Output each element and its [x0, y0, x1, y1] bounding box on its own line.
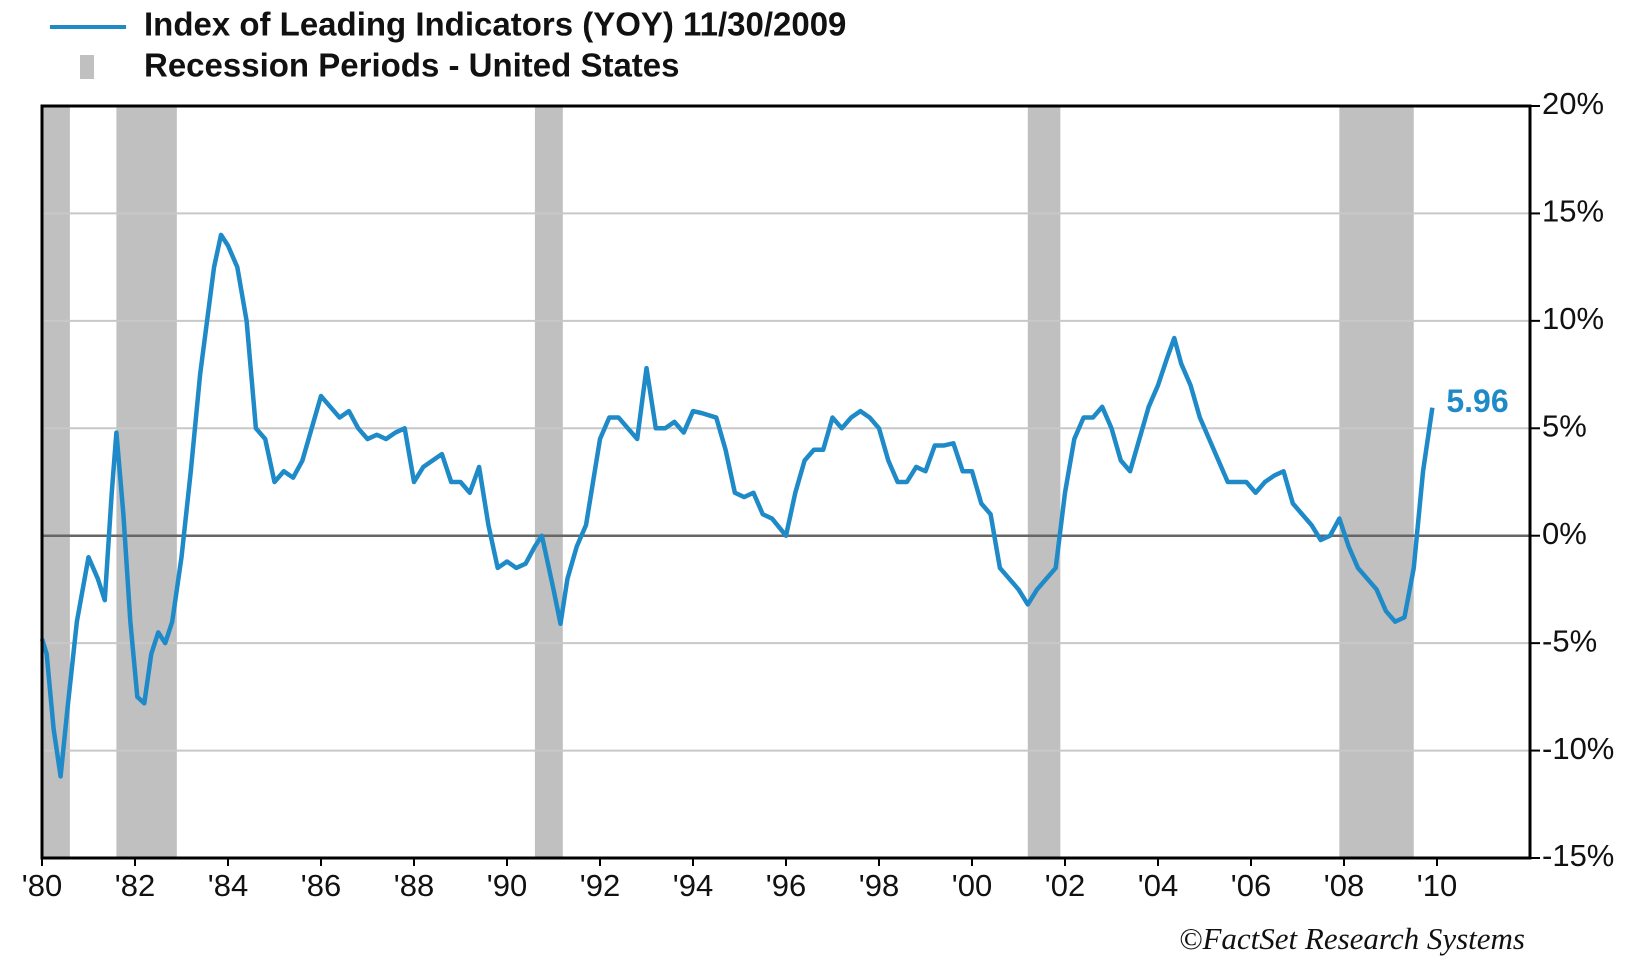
x-tick-label: '84 — [208, 868, 248, 903]
y-tick-label: -5% — [1542, 623, 1597, 658]
recession-band — [1339, 106, 1414, 858]
x-tick-label: '98 — [859, 868, 899, 903]
recession-band — [116, 106, 177, 858]
plot-frame — [40, 104, 1532, 860]
x-tick-label: '04 — [1138, 868, 1178, 903]
x-tick-label: '80 — [22, 868, 62, 903]
legend-band-swatch — [80, 55, 94, 79]
y-tick-label: 0% — [1542, 516, 1587, 551]
x-tick-label: '10 — [1417, 868, 1457, 903]
x-tick-label: '94 — [673, 868, 713, 903]
x-tick-label: '92 — [580, 868, 620, 903]
series-line — [39, 232, 1435, 779]
legend-label: Recession Periods - United States — [144, 47, 680, 84]
x-tick-label: '96 — [766, 868, 806, 903]
y-tick-label: 15% — [1542, 194, 1604, 229]
x-tick-label: '06 — [1231, 868, 1271, 903]
source-note: ©FactSet Research Systems — [1179, 921, 1525, 956]
x-tick-label: '08 — [1324, 868, 1364, 903]
x-tick-label: '82 — [115, 868, 155, 903]
x-tick-label: '00 — [952, 868, 992, 903]
legend-label: Index of Leading Indicators (YOY) 11/30/… — [144, 6, 846, 43]
x-tick-label: '90 — [487, 868, 527, 903]
recession-band — [534, 106, 563, 858]
y-tick-label: 10% — [1542, 301, 1604, 336]
y-tick-label: 20% — [1542, 86, 1604, 121]
y-tick-label: -10% — [1542, 731, 1614, 766]
y-tick-label: -15% — [1542, 838, 1614, 873]
x-tick-label: '02 — [1045, 868, 1085, 903]
x-tick-label: '86 — [301, 868, 341, 903]
recession-band — [1027, 106, 1061, 858]
x-tick-label: '88 — [394, 868, 434, 903]
data-label: 5.96 — [1446, 383, 1508, 419]
y-tick-label: 5% — [1542, 408, 1587, 443]
